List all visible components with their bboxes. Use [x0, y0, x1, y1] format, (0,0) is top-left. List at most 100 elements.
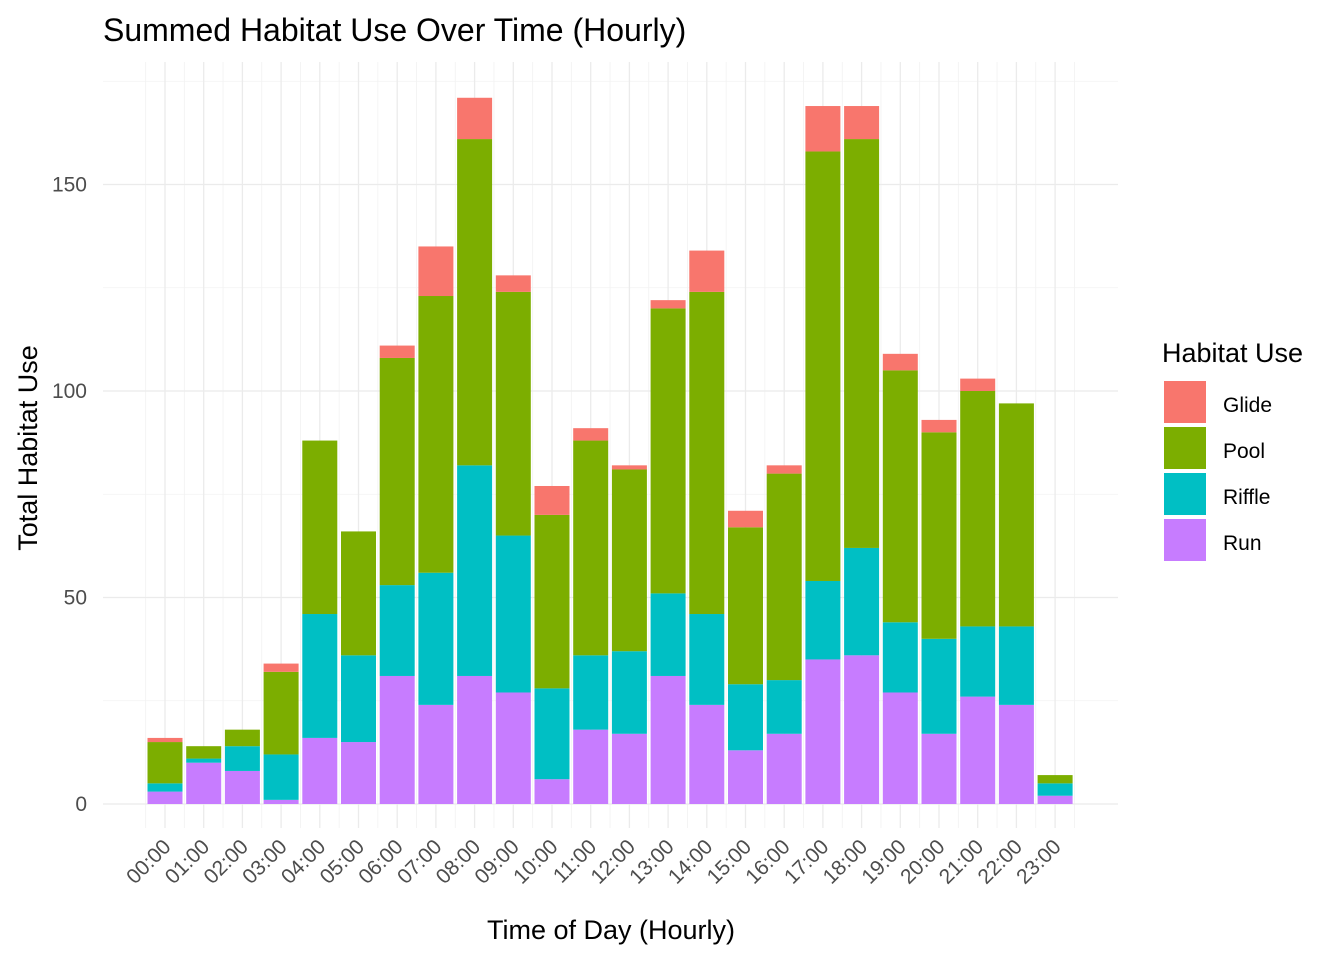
- bar-run-0500: [341, 742, 376, 804]
- y-tick-label: 150: [52, 174, 87, 197]
- bar-pool-0500: [341, 531, 376, 656]
- bar-glide-2100: [960, 378, 996, 391]
- bar-glide-0000: [147, 737, 183, 743]
- x-tick-label: 20:00: [896, 835, 949, 888]
- x-tick-label: 21:00: [935, 835, 988, 888]
- bar-run-2200: [998, 704, 1034, 804]
- x-tick-label: 04:00: [277, 835, 330, 888]
- bar-glide-1300: [650, 300, 686, 309]
- x-tick-label: 23:00: [1012, 835, 1065, 888]
- bar-run-2000: [921, 733, 957, 804]
- bar-riffle-2100: [960, 626, 996, 697]
- bar-run-1600: [766, 733, 802, 804]
- bar-pool-0900: [495, 291, 531, 536]
- bar-riffle-0400: [302, 614, 338, 738]
- bar-run-0000: [147, 791, 183, 804]
- bar-run-1800: [844, 655, 880, 804]
- bar-glide-1400: [689, 250, 725, 292]
- bar-riffle-0200: [224, 746, 260, 771]
- bar-pool-1100: [573, 440, 609, 656]
- bar-riffle-2000: [921, 638, 957, 734]
- bar-pool-1600: [766, 473, 802, 681]
- y-axis-title: Total Habitat Use: [13, 345, 43, 551]
- bar-run-2300: [1037, 795, 1073, 804]
- bar-riffle-1600: [766, 680, 802, 734]
- bar-run-1200: [611, 733, 647, 804]
- bar-glide-1600: [766, 465, 802, 474]
- x-tick-label: 03:00: [238, 835, 291, 888]
- x-tick-label: 19:00: [857, 835, 910, 888]
- bar-pool-1700: [805, 151, 841, 581]
- x-tick-label: 15:00: [703, 835, 756, 888]
- bar-run-1500: [728, 750, 763, 804]
- x-tick-label: 22:00: [974, 835, 1027, 888]
- bar-run-1300: [650, 675, 686, 804]
- bar-run-2100: [960, 696, 996, 804]
- x-tick-label: 10:00: [509, 835, 562, 888]
- x-tick-label: 17:00: [780, 835, 833, 888]
- x-tick-label: 06:00: [354, 835, 407, 888]
- bar-riffle-0900: [495, 535, 531, 693]
- bar-glide-1100: [573, 428, 609, 441]
- bar-riffle-0000: [147, 783, 183, 792]
- bar-run-1100: [573, 729, 609, 804]
- bar-riffle-1200: [611, 651, 647, 734]
- x-tick-label: 18:00: [819, 835, 872, 888]
- bar-pool-2100: [960, 391, 996, 627]
- bars: [147, 97, 1073, 804]
- bar-riffle-1500: [728, 684, 763, 751]
- bar-pool-1400: [689, 291, 725, 615]
- bar-riffle-0100: [186, 758, 222, 763]
- bar-pool-2200: [998, 403, 1034, 627]
- bar-glide-1900: [882, 353, 918, 371]
- x-tick-label: 14:00: [664, 835, 717, 888]
- bar-glide-1000: [534, 485, 570, 515]
- x-tick-label: 09:00: [470, 835, 523, 888]
- x-tick-label: 00:00: [122, 835, 175, 888]
- bar-run-1700: [805, 659, 841, 804]
- x-tick-label: 16:00: [741, 835, 794, 888]
- bar-run-0400: [302, 737, 338, 804]
- chart-title: Summed Habitat Use Over Time (Hourly): [103, 12, 686, 48]
- bar-riffle-1300: [650, 593, 686, 676]
- bar-pool-1200: [611, 469, 647, 652]
- x-tick-label: 13:00: [625, 835, 678, 888]
- bar-glide-0600: [379, 345, 415, 358]
- x-tick-label: 07:00: [393, 835, 446, 888]
- bar-pool-1000: [534, 514, 570, 689]
- bar-riffle-1100: [573, 655, 609, 730]
- x-axis-ticks: 00:0001:0002:0003:0004:0005:0006:0007:00…: [122, 835, 1066, 888]
- bar-run-0800: [457, 675, 493, 804]
- bar-glide-0700: [418, 246, 454, 297]
- bar-glide-2000: [921, 419, 957, 433]
- legend-key-run: [1164, 519, 1206, 561]
- bar-pool-2000: [921, 432, 957, 639]
- legend-label-glide: Glide: [1223, 394, 1272, 417]
- bar-riffle-1900: [882, 622, 918, 693]
- legend-title: Habitat Use: [1162, 338, 1303, 368]
- bar-riffle-0700: [418, 572, 454, 705]
- bar-riffle-0600: [379, 585, 415, 676]
- bar-pool-1300: [650, 308, 686, 594]
- bar-run-1900: [882, 692, 918, 804]
- bar-riffle-1700: [805, 580, 841, 660]
- legend-label-pool: Pool: [1223, 440, 1265, 463]
- bar-run-1000: [534, 779, 570, 804]
- legend-key-pool: [1164, 427, 1206, 469]
- y-tick-label: 0: [75, 793, 87, 816]
- bar-pool-0600: [379, 357, 415, 586]
- bar-pool-0000: [147, 742, 183, 784]
- bar-riffle-0800: [457, 465, 493, 676]
- bar-run-0700: [418, 704, 454, 804]
- bar-run-1400: [689, 704, 725, 804]
- legend-key-glide: [1164, 381, 1206, 423]
- bar-glide-1200: [611, 465, 647, 470]
- bar-run-0100: [186, 762, 222, 804]
- y-tick-label: 50: [64, 587, 87, 610]
- bar-pool-0100: [186, 746, 222, 759]
- x-tick-label: 05:00: [316, 835, 369, 888]
- bar-glide-0800: [457, 97, 493, 140]
- bar-glide-0900: [495, 275, 531, 292]
